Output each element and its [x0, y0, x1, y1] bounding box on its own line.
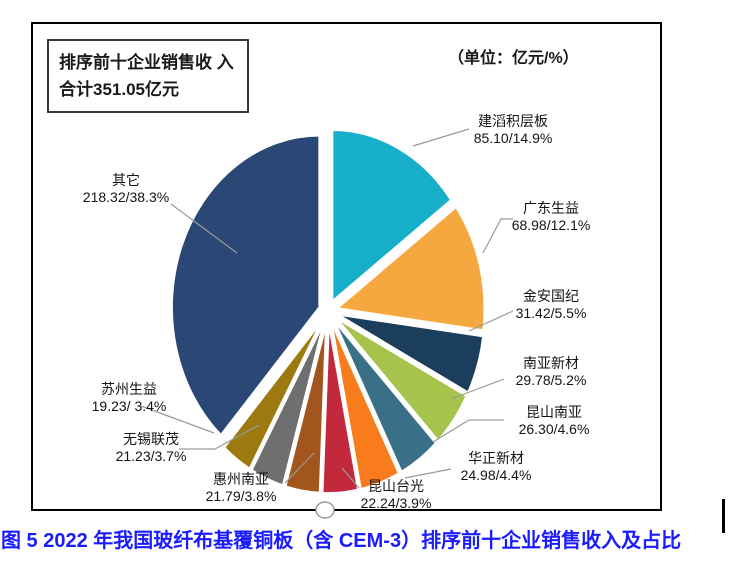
pie-slice — [335, 205, 486, 332]
leader-line — [170, 203, 238, 254]
slice-value: 29.78/5.2% — [515, 372, 587, 388]
slice-name: 苏州生益 — [100, 381, 157, 397]
figure-caption: 图 5 2022 年我国玻纤布基覆铜板（含 CEM-3）排序前十企业销售收入及占… — [1, 530, 682, 552]
slice-name: 无锡联茂 — [123, 431, 179, 447]
pie-slice — [320, 320, 360, 495]
leader-line — [179, 424, 260, 450]
leader-line — [468, 310, 514, 332]
slice-value: 19.23/ 3.4% — [91, 398, 167, 414]
pie-slice — [170, 134, 321, 437]
leader-line — [140, 405, 215, 434]
slice-name: 广东生益 — [523, 200, 579, 216]
slice-value: 68.98/12.1% — [511, 217, 591, 233]
pie-slice — [283, 319, 328, 495]
page-border-tick — [722, 499, 725, 533]
slice-value: 31.42/5.5% — [515, 305, 587, 321]
leader-line — [404, 468, 452, 479]
slice-value: 21.23/3.7% — [115, 448, 187, 464]
pie-slice — [222, 318, 324, 471]
slice-label: 惠州南亚 21.79/3.8% — [206, 471, 277, 505]
slice-label: 广东生益 68.98/12.1% — [512, 200, 591, 234]
slice-name: 惠州南亚 — [213, 471, 269, 487]
leader-line — [412, 128, 470, 147]
slice-name: 其它 — [112, 172, 140, 188]
slice-label: 华正新材 24.98/4.4% — [461, 450, 532, 484]
slice-name: 建滔积层板 — [478, 113, 548, 129]
pie-slice — [333, 315, 469, 443]
slice-label: 其它 218.32/38.3% — [83, 172, 169, 206]
slice-value: 218.32/38.3% — [82, 189, 170, 205]
pie-slice — [332, 318, 438, 474]
decoration-circle — [315, 501, 335, 519]
pie-slice — [329, 319, 401, 491]
summary-line-1: 排序前十企业销售收 — [59, 53, 212, 72]
slice-label: 昆山南亚 26.30/4.6% — [519, 404, 590, 438]
slice-value: 21.79/3.8% — [205, 488, 277, 504]
slice-label: 金安国纪 31.42/5.5% — [516, 288, 587, 322]
slice-label: 苏州生益 19.23/ 3.4% — [92, 381, 167, 415]
slice-label: 无锡联茂 21.23/3.7% — [116, 431, 187, 465]
leader-line — [284, 452, 315, 484]
leader-line — [341, 467, 360, 489]
slice-label: 南亚新材 29.78/5.2% — [516, 355, 587, 389]
slice-name: 南亚新材 — [523, 355, 579, 371]
pie-slice — [250, 319, 326, 487]
leader-line — [450, 378, 505, 400]
unit-label: （单位：亿元/%） — [448, 50, 579, 67]
pie-slice — [330, 128, 453, 304]
summary-box: 排序前十企业销售收 入合计351.05亿元 — [47, 39, 249, 113]
leader-line — [482, 218, 513, 254]
slice-label: 建滔积层板 85.10/14.9% — [474, 113, 553, 147]
summary-line-2: 入合计351.05亿元 — [59, 53, 234, 99]
slice-name: 昆山台光 — [368, 478, 424, 494]
leader-line — [432, 419, 504, 443]
slice-name: 华正新材 — [468, 450, 524, 466]
slice-value: 85.10/14.9% — [473, 130, 553, 146]
slice-value: 26.30/4.6% — [518, 421, 590, 437]
slice-name: 昆山南亚 — [526, 404, 582, 420]
slice-name: 金安国纪 — [523, 288, 579, 304]
slice-label: 昆山台光 22.24/3.9% — [361, 478, 432, 512]
slice-value: 24.98/4.4% — [460, 467, 532, 483]
chart-frame: 排序前十企业销售收 入合计351.05亿元 （单位：亿元/%） 建滔积层板 85.… — [31, 22, 662, 519]
pie-chart — [140, 128, 514, 519]
slice-value: 22.24/3.9% — [360, 495, 432, 511]
